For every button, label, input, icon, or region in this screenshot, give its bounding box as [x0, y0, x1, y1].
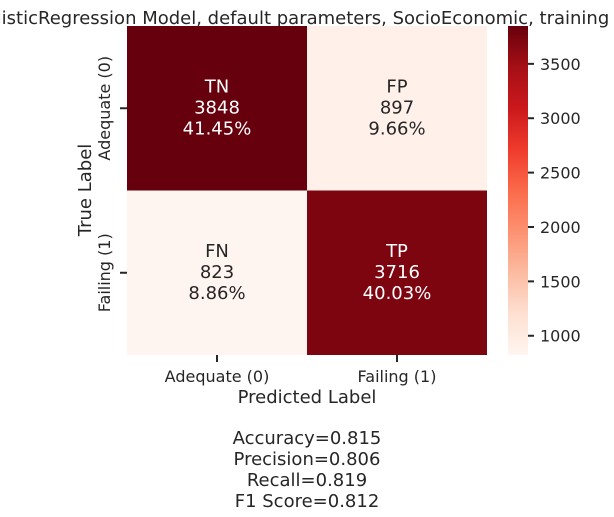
chart-title: LogisticRegression Model, default parame… — [0, 8, 614, 29]
x-axis-ticks: Adequate (0) Failing (1) — [165, 355, 437, 386]
cell-fn-count-label: 823 — [200, 262, 234, 283]
heatmap-cell-fp — [307, 26, 487, 191]
cell-tp-count-label: 3716 — [374, 262, 420, 283]
colorbar-tick-label: 2000 — [540, 218, 581, 237]
heatmap-cell-tp — [307, 190, 487, 355]
x-tick-label: Failing (1) — [358, 367, 437, 386]
cell-fn-name-label: FN — [205, 241, 229, 262]
metrics-block: Accuracy=0.815 Precision=0.806 Recall=0.… — [0, 428, 614, 512]
cell-fp-name-label: FP — [386, 76, 407, 97]
cell-tn-count-label: 3848 — [194, 97, 240, 118]
accuracy-text: Accuracy=0.815 — [232, 428, 382, 449]
heatmap-cell-fn — [127, 190, 307, 355]
cell-fp-count-label: 897 — [380, 97, 414, 118]
x-axis-label: Predicted Label — [238, 387, 377, 408]
colorbar-ticks: 1000 1500 2000 2500 3000 3500 — [528, 55, 581, 346]
colorbar-tick-label: 1500 — [540, 272, 581, 291]
y-axis-label: True Label — [75, 144, 96, 238]
colorbar — [508, 26, 528, 355]
colorbar-tick-label: 1000 — [540, 327, 581, 346]
cell-tp-percent-label: 40.03% — [363, 283, 432, 304]
cell-fp-percent-label: 9.66% — [368, 118, 425, 139]
cell-tn-name-label: TN — [204, 76, 229, 97]
y-axis-ticks: Adequate (0) Failing (1) — [95, 56, 127, 312]
cell-tn-percent-label: 41.45% — [183, 118, 252, 139]
confusion-matrix-chart: LogisticRegression Model, default parame… — [0, 8, 614, 408]
heatmap-cell-tn — [127, 26, 307, 191]
x-tick-label: Adequate (0) — [165, 367, 270, 386]
precision-text: Precision=0.806 — [233, 449, 381, 470]
colorbar-tick-label: 3000 — [540, 109, 581, 128]
colorbar-tick-label: 3500 — [540, 55, 581, 74]
cell-fn-percent-label: 8.86% — [188, 283, 245, 304]
cell-tp-name-label: TP — [385, 241, 408, 262]
y-tick-label: Adequate (0) — [95, 56, 114, 161]
recall-text: Recall=0.819 — [246, 470, 368, 491]
colorbar-tick-label: 2500 — [540, 164, 581, 183]
f1-score-text: F1 Score=0.812 — [234, 491, 380, 512]
y-tick-label: Failing (1) — [95, 233, 114, 312]
